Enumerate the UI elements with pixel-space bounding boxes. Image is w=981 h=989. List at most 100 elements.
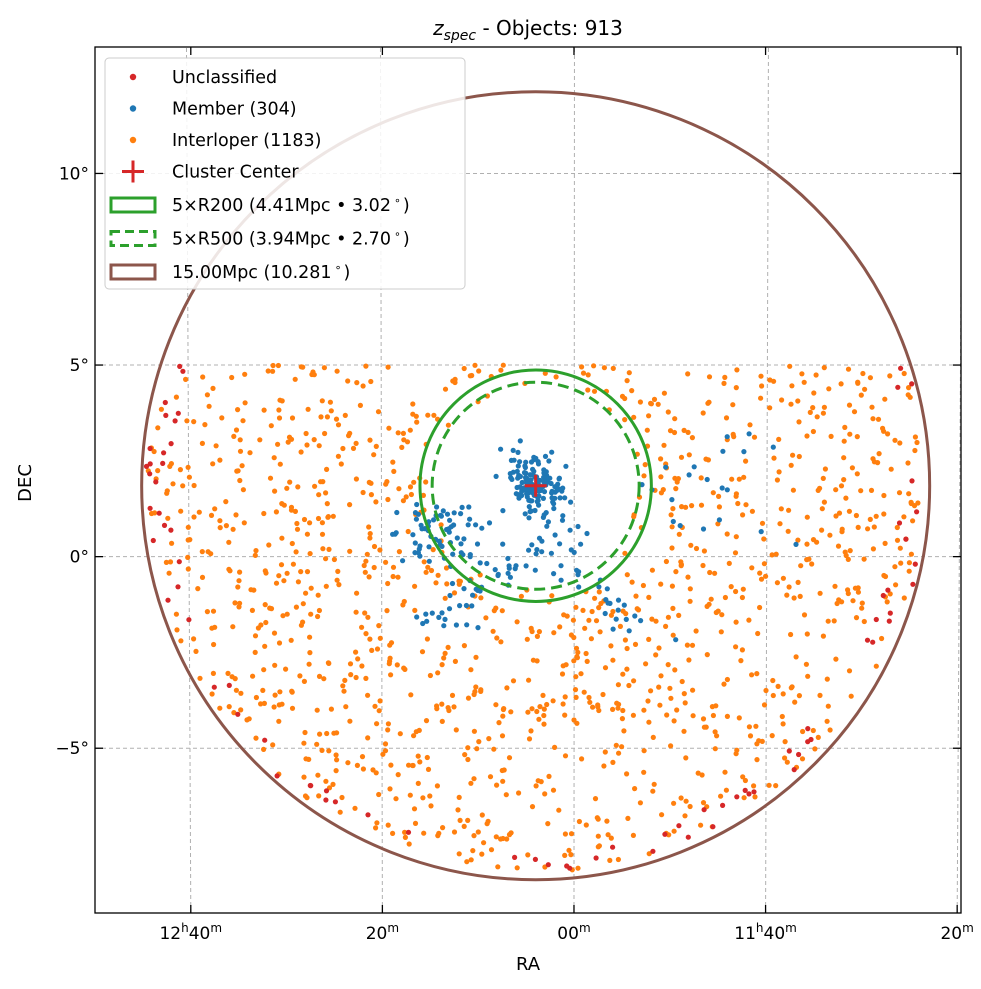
interloper-point (880, 425, 886, 431)
interloper-point (204, 392, 210, 398)
unclassified-point (751, 789, 757, 795)
interloper-point (326, 660, 332, 667)
interloper-point (315, 772, 321, 778)
x-axis-label: RA (516, 954, 541, 975)
interloper-point (278, 562, 285, 568)
interloper-point (663, 623, 669, 630)
member-point (632, 613, 638, 619)
member-point (417, 553, 423, 559)
interloper-point (307, 634, 313, 640)
member-point (663, 464, 669, 470)
interloper-point (169, 540, 175, 546)
interloper-point (861, 618, 867, 625)
interloper-point (766, 782, 772, 788)
member-point (621, 602, 627, 608)
interloper-point (324, 501, 330, 507)
member-point (465, 522, 471, 528)
interloper-point (321, 676, 327, 682)
member-point (720, 448, 726, 454)
interloper-point (592, 595, 598, 601)
interloper-point (453, 727, 459, 733)
interloper-point (801, 612, 808, 618)
member-point (602, 610, 608, 617)
interloper-point (646, 719, 652, 725)
interloper-point (593, 618, 600, 624)
interloper-point (658, 474, 664, 480)
interloper-point (373, 825, 379, 831)
member-point (700, 526, 707, 532)
interloper-point (396, 549, 402, 555)
member-point (508, 457, 514, 463)
interloper-point (901, 595, 907, 601)
interloper-point (735, 500, 741, 507)
member-point (554, 487, 560, 493)
interloper-point (596, 605, 602, 611)
interloper-point (419, 649, 426, 655)
member-point (423, 611, 429, 617)
member-point (545, 519, 552, 525)
interloper-point (800, 728, 806, 735)
unclassified-point (147, 445, 153, 452)
member-point (467, 516, 473, 522)
unclassified-point (885, 587, 891, 593)
member-point (540, 495, 547, 501)
interloper-point (546, 773, 552, 780)
interloper-point (421, 559, 427, 565)
interloper-point (700, 410, 706, 416)
interloper-point (435, 670, 441, 676)
interloper-point (685, 371, 691, 377)
interloper-point (385, 496, 391, 503)
interloper-point (549, 593, 555, 599)
interloper-point (650, 734, 656, 741)
interloper-point (270, 368, 276, 374)
interloper-point (622, 550, 628, 556)
unclassified-point (177, 363, 183, 369)
unclassified-point (685, 834, 691, 840)
member-point (604, 586, 610, 592)
interloper-point (368, 378, 374, 385)
interloper-point (751, 783, 757, 789)
interloper-point (585, 372, 591, 378)
interloper-point (850, 598, 856, 604)
interloper-point (682, 700, 688, 706)
unclassified-point (805, 739, 811, 745)
legend-item: 15.00Mpc (10.281 ∘) (109, 261, 350, 283)
interloper-point (671, 429, 678, 436)
interloper-point (887, 373, 893, 379)
interloper-point (231, 433, 237, 439)
interloper-point (706, 374, 713, 380)
unclassified-point (903, 536, 909, 542)
interloper-point (915, 500, 921, 506)
interloper-point (887, 591, 893, 597)
interloper-point (495, 864, 501, 870)
interloper-point (643, 661, 649, 667)
interloper-point (809, 561, 815, 567)
interloper-point (882, 540, 888, 547)
interloper-point (326, 546, 332, 553)
interloper-point (288, 637, 294, 643)
interloper-point (846, 668, 853, 674)
interloper-point (769, 733, 775, 739)
interloper-point (237, 448, 244, 454)
legend-box (109, 230, 157, 247)
interloper-point (290, 561, 296, 567)
interloper-point (572, 687, 579, 693)
interloper-point (871, 524, 877, 530)
interloper-point (761, 561, 768, 567)
member-point (505, 570, 511, 576)
interloper-point (671, 800, 677, 806)
x-tick-label: 00m (557, 921, 590, 944)
interloper-point (236, 578, 242, 584)
interloper-point (347, 661, 354, 667)
interloper-point (506, 832, 513, 838)
interloper-point (151, 448, 157, 455)
interloper-point (566, 847, 572, 853)
interloper-point (307, 650, 313, 656)
interloper-point (873, 663, 879, 669)
interloper-point (653, 618, 659, 624)
interloper-point (665, 614, 672, 620)
interloper-point (759, 738, 765, 745)
interloper-point (335, 453, 341, 459)
member-point (515, 463, 521, 469)
member-point (466, 504, 472, 510)
